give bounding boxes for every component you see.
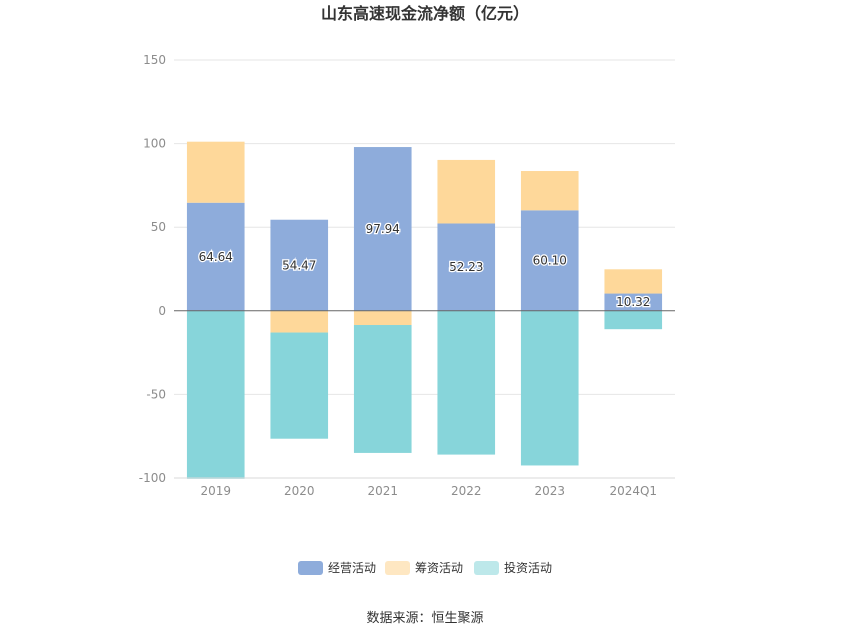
y-tick-label: 150 — [143, 53, 166, 67]
labels-layer: 64.64 54.47 97.94 52.23 60.10 10.32 — [197, 221, 651, 311]
bar-segment[interactable] — [186, 202, 245, 311]
bar-segment[interactable] — [186, 141, 245, 203]
x-tick-label: 2022 — [451, 484, 482, 498]
legend-swatch — [385, 561, 410, 575]
bar-segment[interactable] — [186, 310, 245, 479]
bar-segment[interactable] — [270, 332, 329, 439]
bar-segment[interactable] — [437, 223, 496, 311]
data-label: 52.23 — [449, 260, 483, 274]
x-tick-label: 2020 — [284, 484, 315, 498]
legend-label: 经营活动 — [328, 561, 376, 575]
legend-item[interactable]: 投资活动 — [474, 560, 552, 575]
chart-title: 山东高速现金流净额（亿元） — [321, 4, 529, 23]
legend-item[interactable]: 经营活动 — [298, 561, 376, 575]
data-label: 97.94 — [366, 222, 400, 236]
y-tick-label: -100 — [139, 471, 166, 485]
data-label: 60.10 — [533, 254, 567, 268]
data-label: 64.64 — [199, 250, 233, 264]
x-tick-label: 2023 — [534, 484, 565, 498]
bar-segment[interactable] — [604, 269, 663, 294]
legend[interactable]: 经营活动 筹资活动 投资活动 — [298, 560, 552, 575]
data-label: 10.32 — [616, 295, 650, 309]
source-note: 数据来源：恒生聚源 — [366, 611, 483, 626]
bar-segment[interactable] — [520, 171, 579, 211]
bar-segment[interactable] — [604, 310, 663, 330]
bar-segment[interactable] — [437, 159, 496, 224]
bars-layer — [186, 141, 663, 479]
legend-swatch — [298, 561, 323, 575]
bar-segment[interactable] — [270, 219, 329, 311]
y-tick-label: 100 — [143, 137, 166, 151]
bar-segment[interactable] — [437, 310, 496, 455]
x-tick-label: 2024Q1 — [609, 484, 657, 498]
bar-segment[interactable] — [353, 147, 412, 311]
legend-swatch — [474, 561, 499, 575]
legend-item[interactable]: 筹资活动 — [385, 561, 463, 575]
bar-segment[interactable] — [353, 325, 412, 453]
x-tick-label: 2019 — [200, 484, 231, 498]
legend-label: 筹资活动 — [415, 561, 463, 575]
bar-segment[interactable] — [270, 310, 329, 333]
x-tick-label: 2021 — [367, 484, 398, 498]
y-tick-label: -50 — [146, 387, 166, 401]
data-label: 54.47 — [282, 258, 316, 272]
bar-segment[interactable] — [520, 210, 579, 311]
bar-segment[interactable] — [520, 310, 579, 466]
x-axis: 2019 2020 2021 2022 2023 2024Q1 — [174, 477, 675, 498]
y-tick-label: 0 — [158, 304, 166, 318]
bar-segment[interactable] — [353, 310, 412, 326]
bar-segment[interactable] — [604, 293, 663, 311]
y-tick-label: 50 — [151, 220, 166, 234]
legend-label: 投资活动 — [504, 560, 552, 575]
